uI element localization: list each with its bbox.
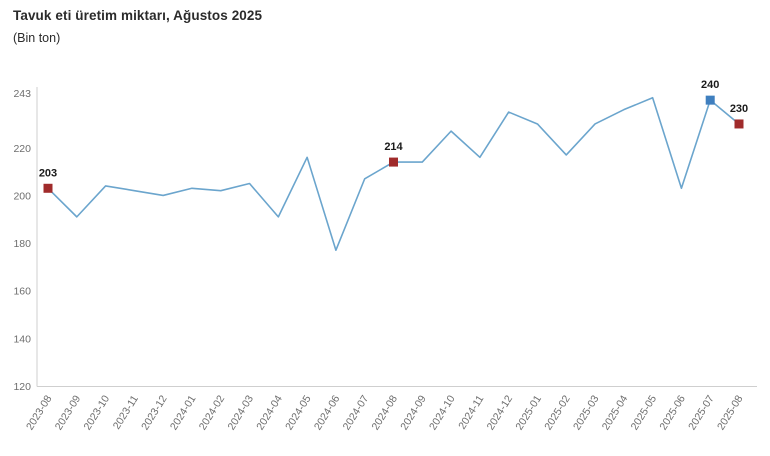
y-tick-label: 160 xyxy=(13,286,31,298)
y-tick-label: 220 xyxy=(13,143,31,155)
x-tick-label: 2025-01 xyxy=(513,393,544,432)
data-marker xyxy=(734,119,744,129)
x-tick-label: 2025-06 xyxy=(657,393,688,432)
x-tick-label: 2025-03 xyxy=(571,393,602,432)
x-tick-label: 2025-05 xyxy=(629,393,660,432)
x-tick-label: 2025-07 xyxy=(686,393,717,432)
x-tick-label: 2024-04 xyxy=(254,393,285,432)
x-tick-label: 2024-09 xyxy=(398,393,429,432)
x-tick-label: 2023-11 xyxy=(111,393,141,432)
x-tick-label: 2024-06 xyxy=(312,393,343,432)
x-tick-label: 2024-05 xyxy=(283,393,314,432)
x-tick-label: 2025-08 xyxy=(715,393,746,432)
data-marker xyxy=(389,157,398,167)
x-tick-label: 2024-02 xyxy=(197,393,228,432)
data-label: 203 xyxy=(39,167,57,179)
x-tick-label: 2024-10 xyxy=(427,393,458,432)
x-tick-label: 2024-11 xyxy=(456,393,486,432)
series-line xyxy=(47,96,740,252)
x-tick-label: 2024-01 xyxy=(168,393,199,432)
x-tick-label: 2025-04 xyxy=(600,393,631,432)
x-tick-label: 2023-12 xyxy=(139,393,170,432)
y-tick-label: 140 xyxy=(13,333,31,345)
x-tick-label: 2024-03 xyxy=(225,393,256,432)
y-tick-label: 180 xyxy=(13,238,31,250)
y-tick-label: 120 xyxy=(13,381,31,393)
x-tick-label: 2024-08 xyxy=(369,393,400,432)
y-tick-label: 200 xyxy=(13,190,31,202)
chart-title: Tavuk eti üretim miktarı, Ağustos 2025 xyxy=(13,8,263,23)
x-tick-label: 2023-09 xyxy=(53,393,84,432)
x-tick-label: 2024-07 xyxy=(341,393,372,432)
data-marker xyxy=(705,95,715,105)
x-tick-label: 2024-12 xyxy=(485,393,516,432)
data-label: 214 xyxy=(384,141,403,153)
x-tick-label: 2023-08 xyxy=(24,393,55,432)
data-marker xyxy=(43,183,53,193)
data-label: 240 xyxy=(701,79,719,91)
chart-subtitle: (Bin ton) xyxy=(13,31,61,45)
x-tick-label: 2025-02 xyxy=(542,393,573,432)
y-tick-label: 243 xyxy=(13,88,31,100)
x-tick-label: 2023-10 xyxy=(82,393,113,432)
data-label: 230 xyxy=(730,103,748,115)
